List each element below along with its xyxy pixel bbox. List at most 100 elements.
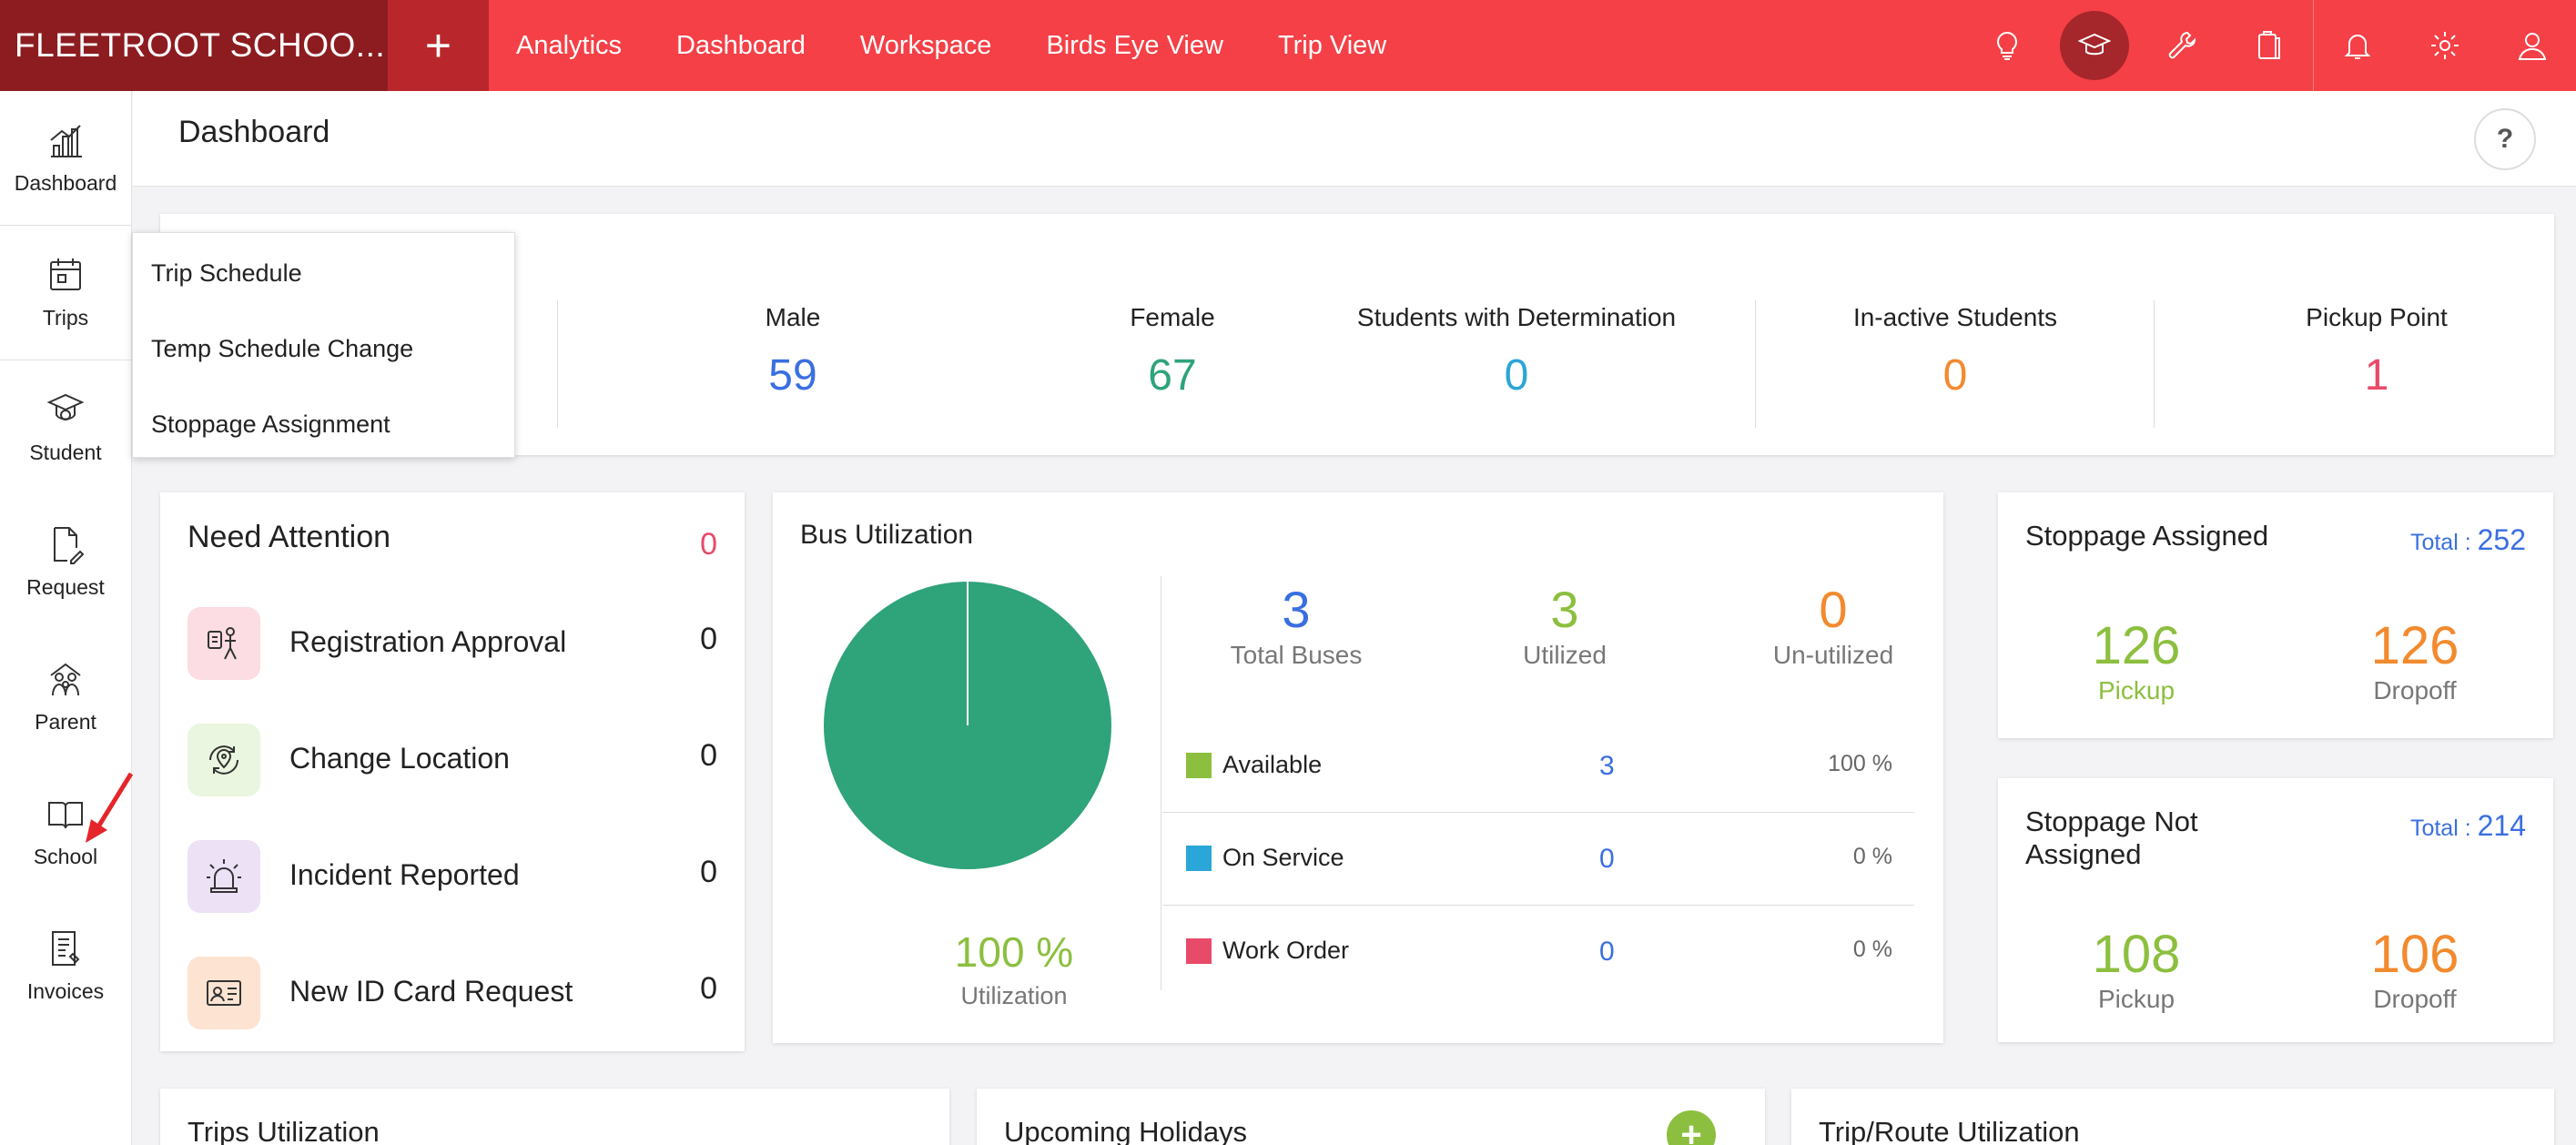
pickup-label: Pickup bbox=[2097, 676, 2175, 704]
sidebar-label: Parent bbox=[35, 710, 96, 734]
open-book-icon bbox=[48, 802, 83, 829]
trips-utilization-card: Trips Utilization bbox=[160, 1089, 949, 1145]
bus-stat-value[interactable]: 3 bbox=[1282, 581, 1311, 638]
stat-value[interactable]: 0 bbox=[1504, 351, 1529, 400]
divider bbox=[557, 300, 558, 428]
clipboard-icon[interactable] bbox=[2226, 0, 2313, 91]
pickup-value: 108 bbox=[2092, 925, 2181, 984]
attention-value: 0 bbox=[700, 971, 717, 1006]
sidebar-item-request[interactable]: Request bbox=[0, 495, 131, 630]
bus-row-on-service[interactable]: On Service 0 0 % bbox=[1162, 815, 1914, 906]
sidebar-item-student[interactable]: Student bbox=[0, 360, 131, 495]
bus-row-percent: 0 % bbox=[1852, 844, 1892, 869]
id-card-icon bbox=[188, 957, 260, 1029]
stat-male: Male 59 bbox=[702, 303, 884, 400]
bus-row-count: 0 bbox=[1599, 937, 1615, 967]
bus-utilization-card: Bus Utilization 100 % Utilization 3 Tota… bbox=[773, 492, 1943, 1043]
bus-stat-label: Total Buses bbox=[1230, 641, 1363, 669]
bus-row-work-order[interactable]: Work Order 0 0 % bbox=[1162, 907, 1914, 998]
nav-birds-eye-view[interactable]: Birds Eye View bbox=[1046, 30, 1223, 60]
attention-value: 0 bbox=[700, 738, 717, 773]
menu-item-trip-schedule[interactable]: Trip Schedule bbox=[151, 259, 302, 287]
nav-trip-view[interactable]: Trip View bbox=[1277, 30, 1387, 60]
nav-workspace[interactable]: Workspace bbox=[859, 30, 992, 60]
divider bbox=[2313, 0, 2314, 91]
sidebar-label: Dashboard bbox=[14, 171, 117, 195]
stat-students-with-determination: Students with Determination 0 bbox=[1334, 303, 1699, 400]
bus-row-available[interactable]: Available 3 100 % bbox=[1162, 722, 1914, 813]
help-button[interactable]: ? bbox=[2474, 108, 2536, 170]
total-label: Total : bbox=[2409, 816, 2478, 841]
family-icon bbox=[50, 663, 81, 696]
add-holiday-button[interactable]: + bbox=[1667, 1110, 1716, 1145]
sidebar-item-invoices[interactable]: Invoices bbox=[0, 899, 131, 1034]
total-value: 214 bbox=[2477, 809, 2526, 842]
card-title: Upcoming Holidays bbox=[1004, 1116, 1248, 1145]
attention-item-registration-approval[interactable]: Registration Approval 0 bbox=[188, 607, 717, 680]
top-nav-menu: Analytics Dashboard Workspace Birds Eye … bbox=[516, 0, 1441, 91]
stat-value[interactable]: 1 bbox=[2364, 351, 2389, 400]
nav-dashboard[interactable]: Dashboard bbox=[676, 30, 806, 60]
gear-icon[interactable] bbox=[2401, 0, 2489, 91]
brand-name[interactable]: FLEETROOT SCHOO... bbox=[0, 0, 388, 91]
bulb-icon[interactable] bbox=[1963, 0, 2051, 91]
sidebar-item-trips[interactable]: Trips bbox=[0, 226, 131, 360]
sidebar-item-dashboard[interactable]: Dashboard bbox=[0, 91, 131, 226]
need-attention-card: Need Attention 0 Registration Approval 0… bbox=[160, 492, 745, 1051]
student-cap-icon bbox=[46, 393, 85, 421]
stat-value[interactable]: 67 bbox=[1148, 351, 1197, 400]
attention-label: Registration Approval bbox=[289, 625, 567, 658]
page-title: Dashboard bbox=[178, 115, 330, 149]
top-icon-bar bbox=[1963, 0, 2576, 91]
calendar-icon bbox=[50, 258, 81, 290]
wrench-icon[interactable] bbox=[2138, 0, 2226, 91]
sidebar-item-parent[interactable]: Parent bbox=[0, 630, 131, 765]
sidebar-label: Trips bbox=[42, 306, 89, 329]
card-title: Bus Utilization bbox=[800, 520, 974, 550]
bus-stat-label: Utilized bbox=[1523, 641, 1607, 669]
stoppage-dropoff[interactable]: 106 Dropoff bbox=[2324, 924, 2506, 1014]
stat-inactive-students: In-active Students 0 bbox=[1819, 303, 2092, 400]
attention-item-new-id-card-request[interactable]: New ID Card Request 0 bbox=[188, 957, 717, 1029]
stat-value[interactable]: 0 bbox=[1942, 351, 1968, 400]
sidebar-label: Request bbox=[26, 575, 105, 599]
bus-stat-unutilized: 0 Un-utilized bbox=[1724, 580, 1942, 670]
legend-swatch bbox=[1186, 753, 1212, 778]
attention-item-incident-reported[interactable]: Incident Reported 0 bbox=[188, 840, 717, 913]
stoppage-not-assigned-card: Stoppage Not Assigned Total : 214 108 Pi… bbox=[1998, 778, 2553, 1042]
sidebar-label: Invoices bbox=[26, 979, 105, 1003]
graduation-cap-icon[interactable] bbox=[2051, 0, 2138, 91]
upcoming-holidays-card: Upcoming Holidays + bbox=[977, 1089, 1765, 1145]
add-new-button[interactable]: + bbox=[388, 0, 489, 91]
menu-item-temp-schedule-change[interactable]: Temp Schedule Change bbox=[151, 335, 414, 362]
stoppage-dropoff[interactable]: 126 Dropoff bbox=[2324, 615, 2506, 705]
attention-value: 0 bbox=[700, 855, 717, 889]
stat-value[interactable]: 59 bbox=[768, 351, 817, 400]
pickup-label: Pickup bbox=[2097, 985, 2175, 1013]
sidebar-item-school[interactable]: School bbox=[0, 765, 131, 899]
sidebar-label: Student bbox=[29, 441, 102, 464]
stoppage-pickup[interactable]: 126 Pickup bbox=[2045, 615, 2227, 705]
trips-submenu: Trip Schedule Temp Schedule Change Stopp… bbox=[132, 232, 515, 458]
attention-label: Incident Reported bbox=[289, 858, 520, 891]
dropoff-value: 106 bbox=[2370, 925, 2459, 984]
red-arrow-annotation bbox=[86, 772, 134, 843]
stat-label: Male bbox=[765, 303, 821, 331]
bell-icon[interactable] bbox=[2314, 0, 2401, 91]
attention-item-change-location[interactable]: Change Location 0 bbox=[188, 724, 717, 796]
attention-count: 0 bbox=[700, 527, 717, 562]
bus-stat-value[interactable]: 0 bbox=[1819, 581, 1848, 638]
menu-item-stoppage-assignment[interactable]: Stoppage Assignment bbox=[151, 410, 390, 438]
stat-label: Pickup Point bbox=[2306, 303, 2448, 331]
utilization-pie-chart[interactable] bbox=[822, 580, 1113, 871]
utilization-percent: 100 % bbox=[954, 928, 1074, 976]
user-icon[interactable] bbox=[2489, 0, 2576, 91]
stoppage-pickup[interactable]: 108 Pickup bbox=[2045, 924, 2227, 1014]
bus-stat-label: Un-utilized bbox=[1772, 641, 1894, 669]
nav-analytics[interactable]: Analytics bbox=[516, 30, 623, 60]
divider bbox=[1755, 300, 1756, 428]
stoppage-assigned-card: Stoppage Assigned Total : 252 126 Pickup… bbox=[1998, 492, 2553, 738]
bus-stat-value[interactable]: 3 bbox=[1550, 581, 1579, 638]
sidebar: Dashboard Trips Student Request Parent S… bbox=[0, 91, 132, 1145]
bus-stat-total: 3 Total Buses bbox=[1187, 580, 1405, 670]
